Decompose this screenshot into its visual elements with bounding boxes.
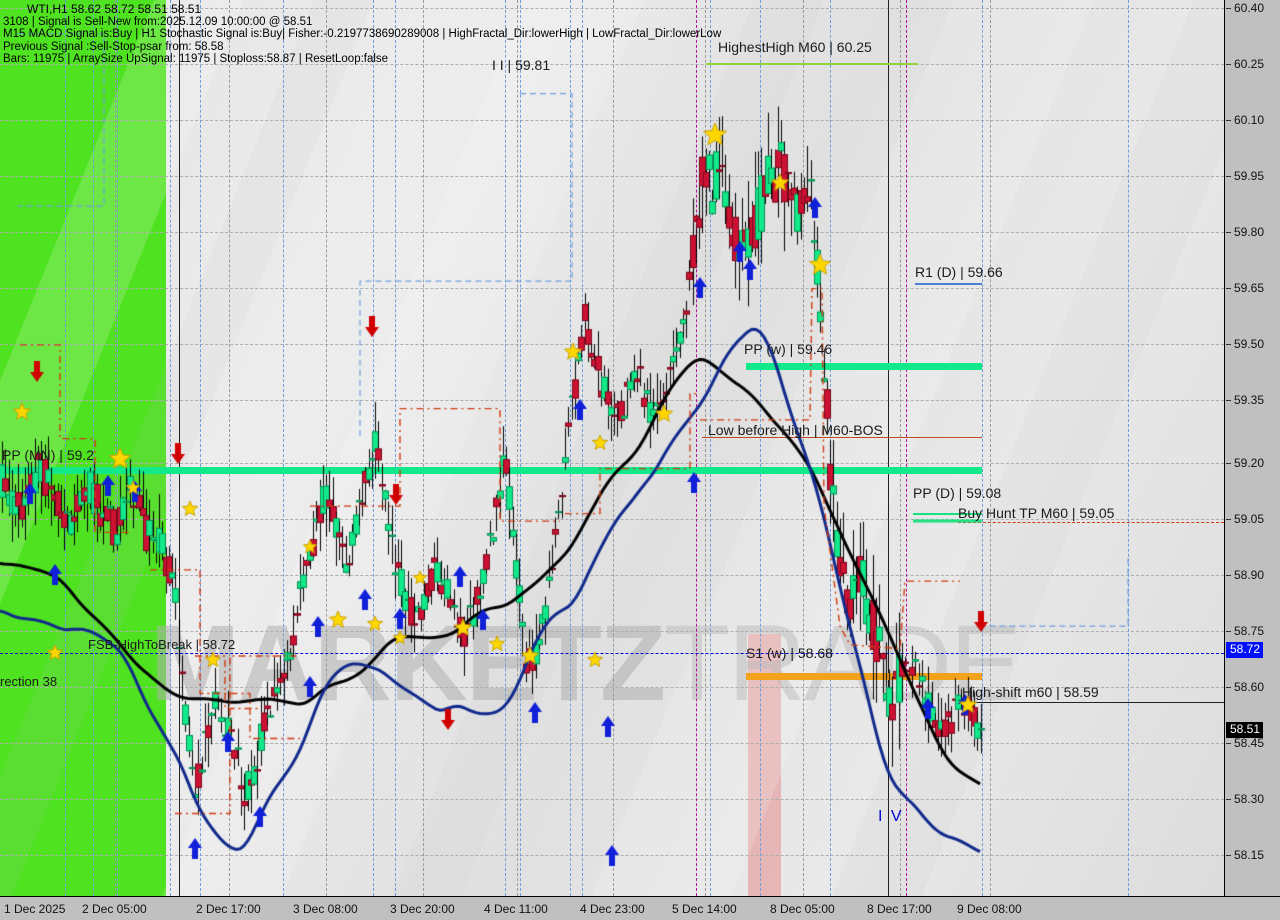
price-axis-tick — [1226, 64, 1231, 65]
s1-weekly-label[interactable]: S1 (w) | 58.68 — [746, 645, 833, 661]
price-axis-label: 60.10 — [1234, 113, 1265, 127]
time-axis-label: 3 Dec 08:00 — [293, 902, 358, 916]
time-axis-label: 8 Dec 17:00 — [867, 902, 932, 916]
price-axis-tick — [1226, 463, 1231, 464]
highest-high-label[interactable]: HighestHigh M60 | 60.25 — [718, 39, 872, 55]
price-axis-label: 58.30 — [1234, 792, 1265, 806]
time-axis-label: 2 Dec 05:00 — [82, 902, 147, 916]
price-axis-label: 60.25 — [1234, 57, 1265, 71]
price-axis-label: 59.95 — [1234, 169, 1265, 183]
candlestick-canvas[interactable] — [0, 0, 1224, 896]
price-axis-label: 59.80 — [1234, 225, 1265, 239]
price-axis-label: 58.60 — [1234, 680, 1265, 694]
price-axis-tick — [1226, 519, 1231, 520]
price-axis-tick — [1226, 176, 1231, 177]
price-axis-tick — [1226, 232, 1231, 233]
iv-marker-label[interactable]: I V — [878, 808, 904, 825]
fsb-high-to-break-label[interactable]: FSB-HighToBreak | 58.72 — [88, 637, 236, 652]
price-axis-tick — [1226, 855, 1231, 856]
price-axis-label: 60.40 — [1234, 1, 1265, 15]
low-before-high-label[interactable]: Low before High | M60-BOS — [708, 422, 883, 438]
time-axis-label: 8 Dec 05:00 — [770, 902, 835, 916]
time-axis-label: 3 Dec 20:00 — [390, 902, 455, 916]
r1-daily-label[interactable]: R1 (D) | 59.66 — [915, 264, 1003, 280]
price-axis-tick — [1226, 631, 1231, 632]
top-center-label[interactable]: I I | 59.81 — [492, 57, 551, 73]
price-axis-label: 58.45 — [1234, 736, 1265, 750]
price-axis[interactable]: 60.40 60.25 60.10 59.95 59.80 59.65 59.50 59.35… — [1224, 0, 1280, 896]
price-axis-tick — [1226, 799, 1231, 800]
price-axis-label: 58.75 — [1234, 624, 1265, 638]
price-axis-tick — [1226, 575, 1231, 576]
price-axis-label: 59.50 — [1234, 337, 1265, 351]
price-axis-tick — [1226, 344, 1231, 345]
time-axis-label: 2 Dec 17:00 — [196, 902, 261, 916]
high-shift-m60-label[interactable]: High-shift m60 | 58.59 — [962, 684, 1099, 700]
pp-daily-label[interactable]: PP (D) | 59.08 — [913, 485, 1002, 501]
price-axis-label: 59.20 — [1234, 456, 1265, 470]
pp-monthly-label[interactable]: PP (MN) | 59.2 — [2, 447, 95, 463]
price-axis-label: 59.05 — [1234, 512, 1265, 526]
direction-label[interactable]: rection 38 — [0, 674, 58, 689]
price-axis-label: 59.65 — [1234, 281, 1265, 295]
price-axis-tick — [1226, 120, 1231, 121]
price-axis-label: 58.90 — [1234, 568, 1265, 582]
price-axis-label: 59.35 — [1234, 393, 1265, 407]
price-axis-tick — [1226, 288, 1231, 289]
price-axis-label: 58.15 — [1234, 848, 1265, 862]
time-axis-label: 4 Dec 11:00 — [484, 902, 548, 916]
time-axis-label: 9 Dec 08:00 — [957, 902, 1022, 916]
time-axis-label: 1 Dec 2025 — [4, 902, 66, 916]
current-price-badge: 58.51 — [1226, 722, 1264, 738]
time-axis-label: 4 Dec 23:00 — [580, 902, 645, 916]
price-axis-tick — [1226, 8, 1231, 9]
price-axis-tick — [1226, 400, 1231, 401]
current-price-badge: 58.72 — [1226, 642, 1264, 658]
time-axis[interactable]: 1 Dec 2025 2 Dec 05:00 2 Dec 17:00 3 Dec 08… — [0, 896, 1280, 920]
time-axis-label: 5 Dec 14:00 — [672, 902, 737, 916]
buy-hunt-tp-label[interactable]: Buy Hunt TP M60 | 59.05 — [958, 505, 1115, 521]
pp-weekly-label[interactable]: PP (w) | 59.46 — [744, 341, 833, 357]
price-axis-tick — [1226, 687, 1231, 688]
price-axis-tick — [1226, 743, 1231, 744]
